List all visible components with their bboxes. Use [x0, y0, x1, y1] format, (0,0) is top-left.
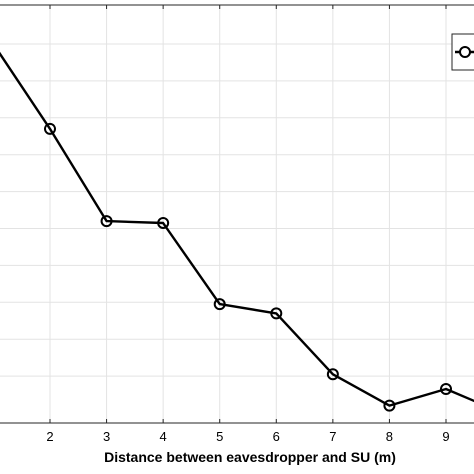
x-tick-label: 2	[46, 429, 53, 444]
axes	[0, 4, 474, 424]
data-series	[0, 51, 474, 412]
data-point	[157, 216, 170, 229]
x-axis-label: Distance between eavesdropper and SU (m)	[104, 449, 396, 465]
x-tick-label: 7	[329, 429, 336, 444]
data-point	[213, 298, 226, 311]
data-point	[383, 399, 396, 412]
data-point	[270, 307, 283, 320]
x-tick-label: 9	[442, 429, 449, 444]
x-tick-label: 6	[273, 429, 280, 444]
legend	[451, 33, 474, 71]
data-point	[100, 215, 113, 228]
data-point	[440, 383, 452, 396]
data-point	[326, 368, 339, 381]
grid	[0, 5, 474, 423]
series-line	[0, 51, 474, 407]
x-tick-label: 3	[103, 429, 110, 444]
legend-marker	[459, 46, 471, 58]
x-tick-labels: 2 3 4 5 6 7 8 9	[46, 429, 449, 444]
x-tick-label: 4	[160, 429, 167, 444]
x-tick-label: 8	[386, 429, 393, 444]
x-tick-label: 5	[216, 429, 223, 444]
data-point	[44, 122, 56, 135]
